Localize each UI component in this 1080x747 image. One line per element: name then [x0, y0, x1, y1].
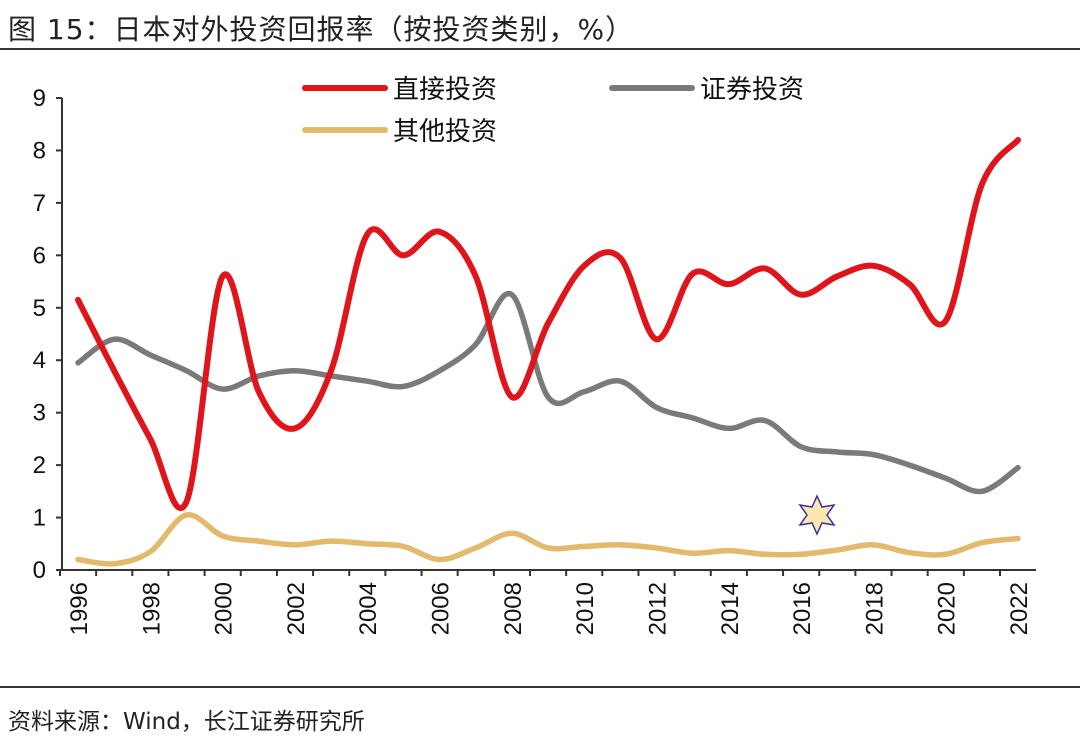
x-tick-label: 2020	[934, 582, 961, 635]
figure-title: 图 15：日本对外投资回报率（按投资类别，%）	[8, 13, 635, 46]
x-tick-label: 2010	[572, 582, 599, 635]
legend-label-2: 其他投资	[393, 117, 497, 147]
source-note: 资料来源：Wind，长江证券研究所	[8, 709, 365, 735]
y-tick-label: 3	[33, 400, 46, 427]
legend-label-0: 直接投资	[393, 75, 497, 105]
x-tick-label: 2008	[500, 582, 527, 635]
star-icon	[798, 494, 836, 536]
x-tick-label: 1998	[138, 582, 165, 635]
y-tick-label: 7	[33, 190, 46, 217]
y-tick-label: 8	[33, 137, 46, 164]
series-line-0	[75, 136, 1021, 512]
x-tick-label: 2002	[283, 582, 310, 635]
y-tick-label: 1	[33, 505, 46, 532]
axes: 0 1 2 3 4 5 6 7 8 9 1996 1998 2000 2002 2004 2006 2008 20…	[33, 85, 1036, 635]
y-tick-label: 0	[33, 557, 46, 584]
y-tick-label: 2	[33, 452, 46, 479]
series-lines	[75, 136, 1021, 567]
series-line-2	[75, 512, 1021, 567]
x-tick-label: 2022	[1006, 582, 1033, 635]
x-tick-label: 2006	[428, 582, 455, 635]
x-tick-label: 2004	[355, 582, 382, 635]
source-divider	[0, 686, 1080, 688]
title-divider	[0, 48, 1080, 50]
y-tick-label: 4	[33, 347, 46, 374]
y-tick-label: 5	[33, 295, 46, 322]
x-tick-label: 2012	[644, 582, 671, 635]
y-tick-label: 9	[33, 85, 46, 112]
series-line-1	[75, 290, 1021, 495]
x-tick-label: 1996	[66, 582, 93, 635]
y-tick-label: 6	[33, 242, 46, 269]
x-tick-label: 2014	[717, 582, 744, 635]
x-tick-label: 2018	[861, 582, 888, 635]
x-tick-label: 2000	[211, 582, 238, 635]
x-tick-label: 2016	[789, 582, 816, 635]
legend-label-1: 证券投资	[700, 75, 804, 105]
